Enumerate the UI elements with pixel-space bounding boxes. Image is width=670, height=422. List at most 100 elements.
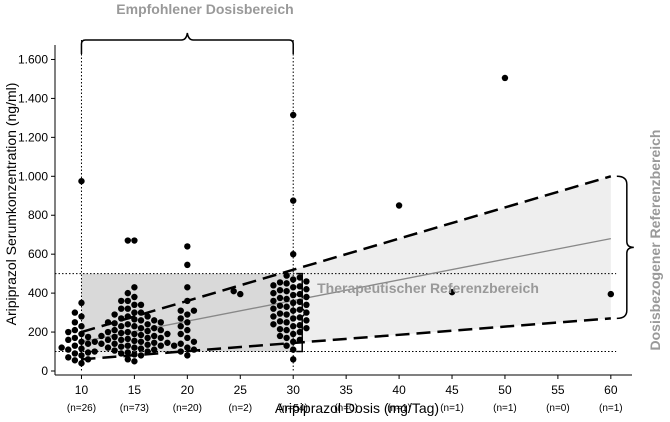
data-point	[124, 335, 132, 343]
data-point	[283, 311, 290, 318]
data-point	[190, 307, 198, 314]
data-point	[290, 284, 297, 291]
data-point	[124, 349, 132, 356]
data-point	[290, 276, 297, 283]
data-point	[303, 286, 310, 293]
data-point	[111, 311, 118, 318]
regression-line	[81, 237, 611, 343]
data-point	[290, 291, 297, 299]
data-point	[303, 324, 310, 332]
data-point	[184, 284, 191, 291]
data-point	[84, 340, 92, 347]
data-point	[184, 311, 191, 318]
data-point	[283, 326, 290, 334]
data-point	[157, 342, 165, 349]
data-point	[290, 330, 297, 338]
data-point	[131, 316, 138, 323]
data-point	[303, 317, 310, 324]
data-point	[276, 294, 284, 302]
data-point	[111, 347, 118, 354]
data-point	[118, 350, 125, 357]
data-point	[283, 303, 290, 310]
data-point	[290, 315, 297, 322]
data-point	[607, 290, 615, 298]
data-point	[290, 356, 297, 363]
x-axis-label: Aripiprazol Dosis (mg/Tag)	[275, 400, 439, 416]
x-tick-label: 25	[234, 383, 248, 397]
data-point	[78, 345, 85, 352]
y-tick-label: 400	[28, 286, 48, 300]
data-point	[276, 286, 284, 294]
y-tick-label: 600	[28, 247, 48, 261]
y-tick-label: 800	[28, 208, 48, 222]
data-point	[118, 297, 125, 305]
data-point	[71, 350, 79, 357]
lower-limit-line	[81, 317, 611, 361]
data-point	[65, 336, 72, 344]
y-axis-label: Aripiprazol Serumkonzentration (ng/ml)	[3, 83, 19, 326]
data-point	[303, 293, 310, 301]
data-point	[283, 342, 290, 349]
data-point	[65, 346, 72, 353]
data-point	[276, 325, 284, 333]
data-point	[151, 346, 158, 353]
data-point	[144, 348, 151, 355]
data-point	[157, 326, 165, 334]
axes: 0 200 400 600 800 1.000 1.200 1.400 1.600 10 (n=26…	[18, 45, 632, 414]
n-label: (n=54)	[279, 403, 308, 414]
data-point	[118, 329, 125, 337]
n-label: (n=2)	[228, 403, 252, 414]
data-point	[290, 307, 297, 314]
y-tick-label: 1.000	[18, 169, 48, 183]
data-point	[184, 243, 191, 250]
data-point	[78, 360, 85, 367]
data-point	[131, 358, 138, 365]
n-label: (n=0)	[546, 403, 570, 414]
data-point	[270, 289, 277, 297]
data-point	[124, 305, 132, 312]
y-tick-label: 1.600	[18, 52, 48, 66]
data-point	[303, 278, 310, 285]
data-point	[78, 323, 85, 330]
x-tick-label: 60	[604, 383, 618, 397]
upper-limit-line	[81, 175, 612, 334]
data-point	[111, 340, 118, 347]
n-label: (n=1)	[493, 403, 517, 414]
data-point	[177, 348, 184, 355]
data-point	[71, 342, 79, 349]
data-point	[131, 337, 138, 345]
data-point	[78, 177, 85, 185]
data-point	[84, 356, 92, 363]
data-point	[137, 338, 145, 345]
data-point	[177, 315, 184, 322]
data-point	[71, 357, 79, 364]
data-point	[283, 295, 290, 303]
data-point	[78, 299, 85, 307]
data-point	[137, 345, 145, 352]
data-point	[270, 321, 277, 328]
n-label: (n=0)	[334, 403, 358, 414]
data-point	[184, 261, 191, 269]
data-point	[144, 341, 151, 348]
data-point	[290, 250, 297, 258]
data-point	[137, 352, 145, 359]
data-point	[157, 319, 165, 326]
recommended-range-label: Empfohlener Dosisbereich	[116, 1, 293, 17]
data-point	[303, 301, 310, 308]
data-point	[283, 280, 290, 287]
data-point	[71, 334, 79, 342]
data-point	[144, 334, 151, 342]
data-point	[131, 284, 138, 291]
data-point	[78, 338, 85, 345]
data-point	[296, 290, 304, 298]
data-point	[65, 354, 72, 361]
data-point	[290, 111, 297, 119]
data-point	[296, 298, 304, 306]
data-point	[296, 283, 304, 290]
data-point	[184, 334, 191, 342]
data-point	[71, 326, 79, 334]
data-point	[104, 344, 112, 351]
n-label: (n=73)	[120, 403, 149, 414]
data-point	[270, 282, 277, 289]
